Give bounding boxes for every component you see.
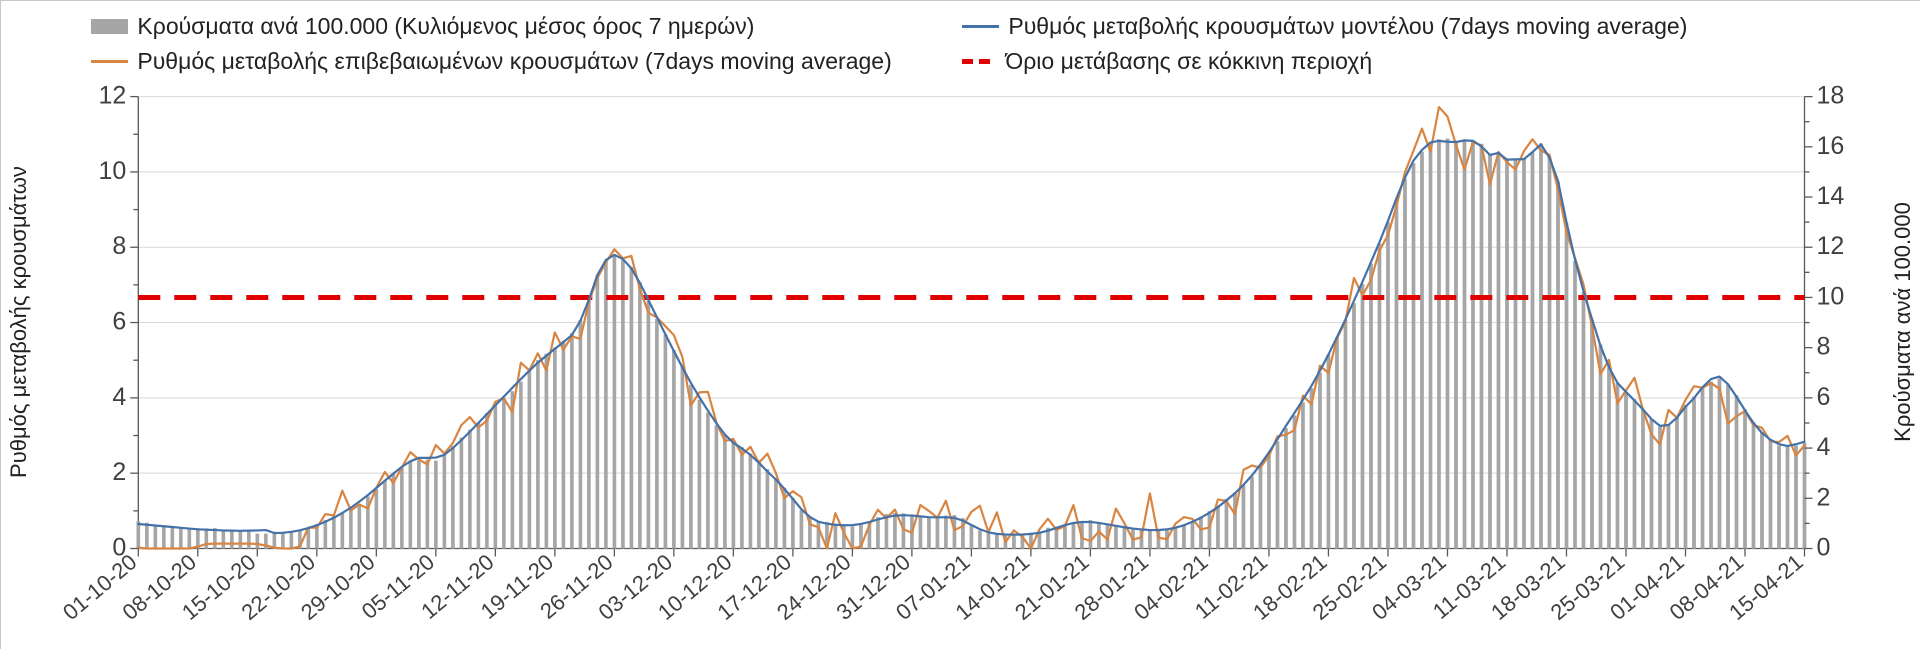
svg-text:16: 16 (1817, 132, 1845, 160)
svg-text:12: 12 (1817, 232, 1845, 260)
svg-text:10: 10 (98, 157, 126, 185)
svg-text:18: 18 (1817, 82, 1845, 110)
svg-text:8: 8 (112, 232, 126, 260)
svg-text:8: 8 (1817, 333, 1831, 361)
svg-text:4: 4 (1817, 433, 1831, 461)
svg-text:14: 14 (1817, 182, 1845, 210)
svg-text:6: 6 (1817, 383, 1831, 411)
svg-text:0: 0 (1817, 534, 1831, 562)
svg-text:12: 12 (98, 82, 126, 110)
svg-text:4: 4 (112, 383, 126, 411)
svg-text:2: 2 (1817, 483, 1831, 511)
svg-text:10: 10 (1817, 282, 1845, 310)
svg-text:6: 6 (112, 308, 126, 336)
svg-text:2: 2 (112, 458, 126, 486)
